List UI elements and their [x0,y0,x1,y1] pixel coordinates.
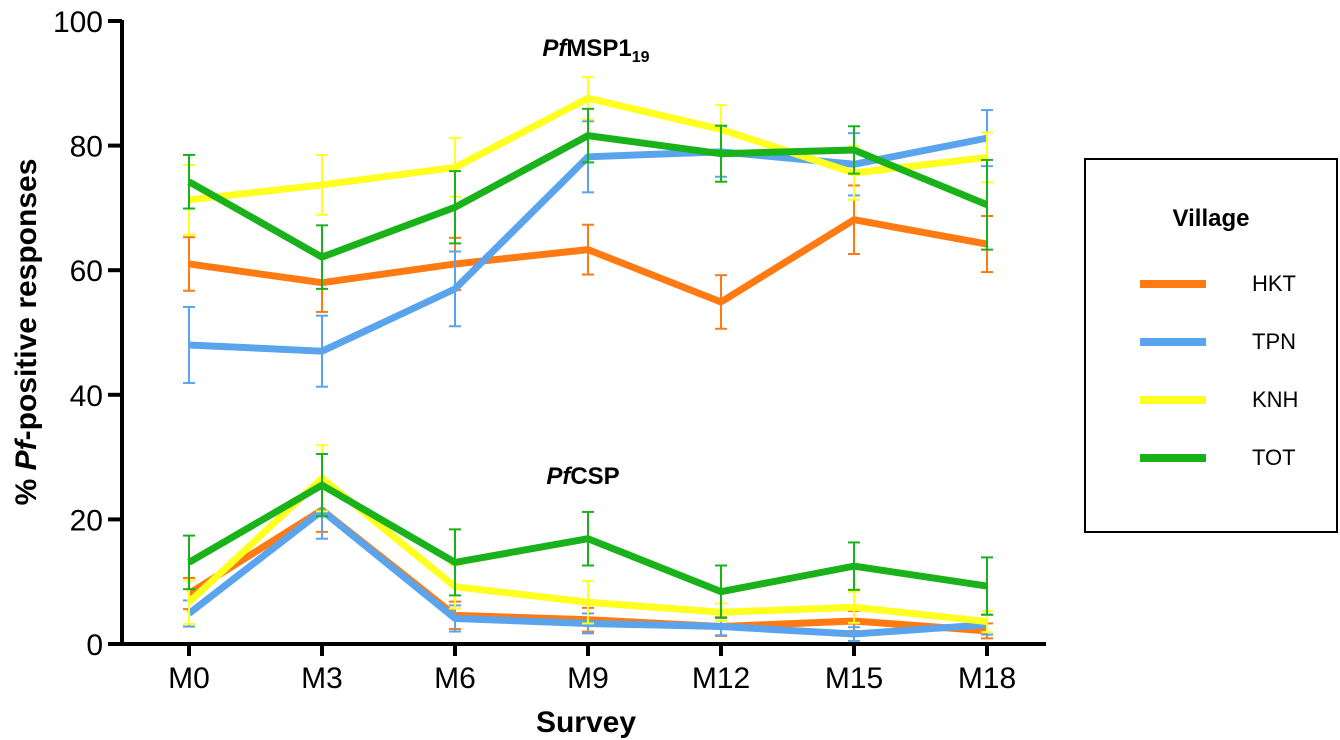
panel-label-csp: PfCSP [546,463,619,490]
x-tick-label: M15 [825,662,883,695]
legend-item-hkt: HKT [1140,269,1296,299]
legend-label-tpn: TPN [1252,329,1296,354]
legend-label-knh: KNH [1252,387,1299,412]
y-tick-label: 40 [70,380,103,413]
x-axis-title: Survey [536,706,636,739]
y-tick-label: 60 [70,255,103,288]
x-tick-label: M9 [567,662,609,695]
y-ticks: 0 20 40 60 80 100 [53,6,122,662]
x-tick-label: M3 [301,662,343,695]
y-axis-title: % Pf-positive responses [10,159,43,506]
panel-label-msp1: PfMSP119 [542,35,649,66]
legend-item-tot: TOT [1140,443,1296,473]
legend-label-tot: TOT [1252,445,1296,470]
y-tick-label: 20 [70,504,103,537]
legend-label-hkt: HKT [1252,271,1296,296]
y-tick-label: 0 [86,629,103,662]
legend-item-knh: KNH [1140,385,1298,415]
series-layer [183,76,993,642]
legend-swatch-tpn [1140,338,1206,346]
legend-swatch-hkt [1140,280,1206,288]
series-msp1-hkt [183,184,993,330]
x-tick-label: M12 [692,662,750,695]
x-ticks: M0 M3 M6 M9 M12 M15 M18 [168,644,1016,695]
series-msp1-tot [183,107,993,290]
x-tick-label: M18 [958,662,1016,695]
legend-swatch-tot [1140,454,1206,462]
y-tick-label: 80 [70,131,103,164]
y-tick-label: 100 [53,6,103,39]
series-line-tot [187,132,989,261]
legend: Village HKT TPN KNH TOT [1084,158,1338,533]
x-tick-label: M0 [168,662,210,695]
series-line-tot [187,481,988,596]
legend-title: Village [1172,205,1250,232]
series-csp-tot [183,452,993,619]
legend-item-tpn: TPN [1140,327,1296,357]
legend-swatch-knh [1140,396,1206,404]
axes [120,20,1046,646]
x-tick-label: M6 [434,662,476,695]
